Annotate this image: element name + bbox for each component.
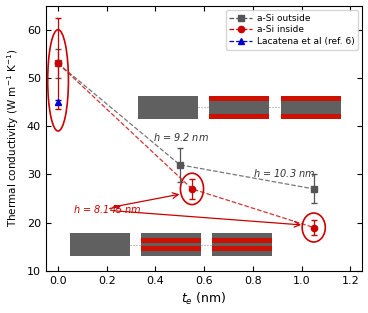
Text: $h$ = 8.145 nm: $h$ = 8.145 nm xyxy=(73,203,141,215)
Legend: a-Si outside, a-Si inside, Lacatena et al (ref. 6): a-Si outside, a-Si inside, Lacatena et a… xyxy=(226,10,358,50)
Bar xyxy=(209,96,269,119)
Bar xyxy=(280,114,340,119)
Bar xyxy=(212,246,272,251)
Bar xyxy=(209,96,269,101)
Bar xyxy=(141,246,201,251)
Bar xyxy=(209,114,269,119)
Text: $h$ = 9.2 nm: $h$ = 9.2 nm xyxy=(153,131,209,143)
Bar xyxy=(212,233,272,256)
Bar xyxy=(70,233,130,256)
Bar xyxy=(138,96,198,119)
Bar xyxy=(280,96,340,101)
Bar xyxy=(141,233,201,256)
Y-axis label: Thermal conductivity (W m$^{-1}$ K$^{-1}$): Thermal conductivity (W m$^{-1}$ K$^{-1}… xyxy=(6,49,21,228)
Bar xyxy=(141,238,201,243)
Bar xyxy=(212,238,272,243)
Bar xyxy=(280,96,340,119)
X-axis label: $t_e$ (nm): $t_e$ (nm) xyxy=(181,291,227,307)
Text: $h$ = 10.3 nm: $h$ = 10.3 nm xyxy=(253,167,315,179)
